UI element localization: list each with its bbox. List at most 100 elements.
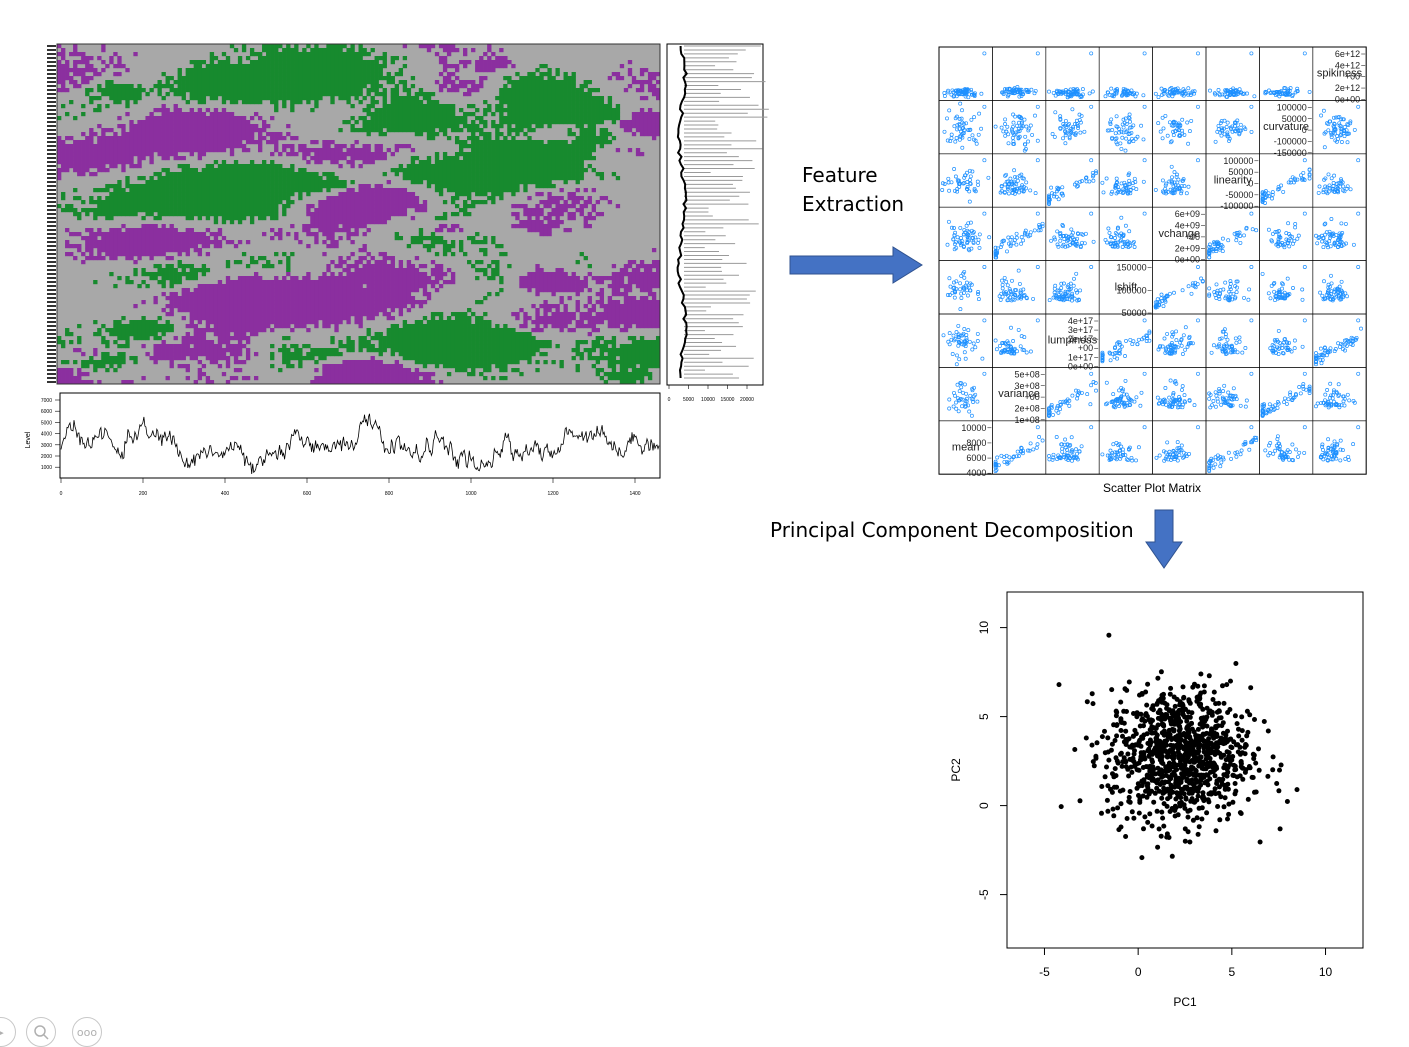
pca-point (1185, 724, 1191, 730)
pca-point (1119, 763, 1125, 769)
pca-point (1200, 790, 1206, 796)
pca-point (1185, 814, 1191, 820)
pca-point (1270, 767, 1276, 773)
pca-point (1112, 738, 1118, 743)
pca-point (1163, 773, 1169, 778)
pca-point (1167, 735, 1173, 740)
spm-tick: 0 (1248, 179, 1253, 189)
spm-var-label: lshift (1115, 281, 1138, 293)
zoom-icon (34, 1025, 49, 1040)
pca-point (1176, 792, 1182, 798)
pca-point (1204, 772, 1209, 778)
pca-point (1216, 700, 1222, 706)
pca-point (1170, 764, 1176, 770)
pca-point (1093, 753, 1099, 759)
pca-point (1121, 755, 1127, 761)
spm-var-label: curvature (1263, 121, 1309, 133)
pca-point (1198, 701, 1204, 707)
pca-point (1187, 714, 1193, 720)
pca-point (1150, 759, 1155, 765)
pca-point (1226, 801, 1232, 807)
pca-point (1183, 760, 1188, 765)
pca-point (1158, 669, 1164, 675)
pca-y-tick: 10 (977, 621, 991, 635)
pca-point (1213, 828, 1219, 834)
side-x-tick: 20000 (740, 397, 754, 403)
pca-point (1145, 781, 1151, 787)
level-x-tick: 800 (385, 491, 394, 497)
pca-point (1171, 760, 1177, 766)
pca-point (1175, 745, 1181, 751)
pca-point (1240, 776, 1246, 782)
pca-point (1139, 855, 1145, 861)
pca-point (1187, 839, 1193, 845)
pca-point (1168, 786, 1174, 792)
pca-point (1164, 750, 1170, 756)
pca-point (1221, 765, 1227, 771)
level-y-tick: 6000 (41, 409, 52, 415)
spm-tick: 6000 (966, 453, 986, 463)
pca-point (1195, 789, 1201, 795)
pca-point (1220, 730, 1226, 736)
pca-point (1197, 754, 1203, 760)
pca-point (1211, 689, 1217, 695)
spm-tick: 4e+12 (1335, 60, 1360, 70)
pca-point (1256, 767, 1262, 773)
pca-point (1183, 796, 1189, 802)
pca-point (1247, 765, 1253, 771)
pca-point (1143, 788, 1148, 794)
pca-point (1204, 810, 1210, 816)
pca-scatter-chart: -5 0 5 10 -5 0 5 10 PC1 PC2 (949, 591, 1364, 1009)
pca-point (1155, 765, 1161, 771)
pca-point (1197, 695, 1203, 701)
pca-point (1118, 801, 1124, 807)
level-y-tick: 1000 (41, 465, 52, 471)
more-button[interactable]: ooo (72, 1017, 102, 1047)
side-x-tick: 0 (668, 397, 671, 403)
pca-point (1247, 712, 1253, 718)
pca-point (1176, 734, 1182, 740)
pca-point (1199, 733, 1205, 739)
pca-point (1161, 768, 1166, 774)
pointer-button[interactable]: ▸ (0, 1017, 16, 1047)
pca-x-tick: 10 (1319, 965, 1333, 979)
zoom-button[interactable] (26, 1017, 56, 1047)
pca-point (1178, 763, 1184, 769)
pca-point (1127, 799, 1133, 805)
pca-point (1115, 760, 1121, 766)
pca-point (1239, 737, 1245, 743)
pca-point (1145, 819, 1151, 825)
pca-x-label: PC1 (1173, 995, 1197, 1009)
scatter-plot-matrix: spikiness6e+124e+12+002e+120e+00curvatur… (938, 46, 1367, 495)
pca-point (1227, 758, 1233, 764)
pca-point (1278, 762, 1284, 768)
pca-point (1228, 744, 1234, 750)
pca-point (1164, 831, 1170, 837)
pca-point (1191, 772, 1197, 778)
pca-point (1090, 759, 1096, 765)
spm-tick: -150000 (1274, 148, 1307, 158)
spm-tick: 0e+00 (1335, 94, 1360, 104)
feature-extraction-label: Feature Extraction (802, 161, 904, 219)
pca-point (1181, 695, 1187, 701)
pca-point (1120, 787, 1126, 793)
pca-point (1199, 805, 1205, 811)
pca-point (1168, 775, 1173, 781)
spm-tick: 3e+17 (1068, 325, 1093, 335)
level-plot: 7000 6000 5000 4000 3000 2000 1000 0 200 400 600 8… (25, 392, 661, 497)
spm-var-label: linearity (1214, 175, 1252, 187)
pca-point (1150, 707, 1156, 713)
pca-point (1190, 758, 1195, 764)
pca-point (1124, 709, 1129, 714)
pca-point (1124, 816, 1130, 821)
pca-point (1182, 826, 1188, 832)
pca-point (1237, 773, 1243, 779)
right-arrow-icon (789, 246, 923, 284)
pca-point (1204, 742, 1210, 748)
down-arrow-icon (1145, 509, 1183, 569)
spm-tick: 4e+17 (1068, 316, 1093, 326)
pca-point (1196, 824, 1202, 830)
pca-point (1134, 785, 1140, 791)
pca-point (1118, 824, 1124, 830)
pca-point (1099, 810, 1104, 816)
